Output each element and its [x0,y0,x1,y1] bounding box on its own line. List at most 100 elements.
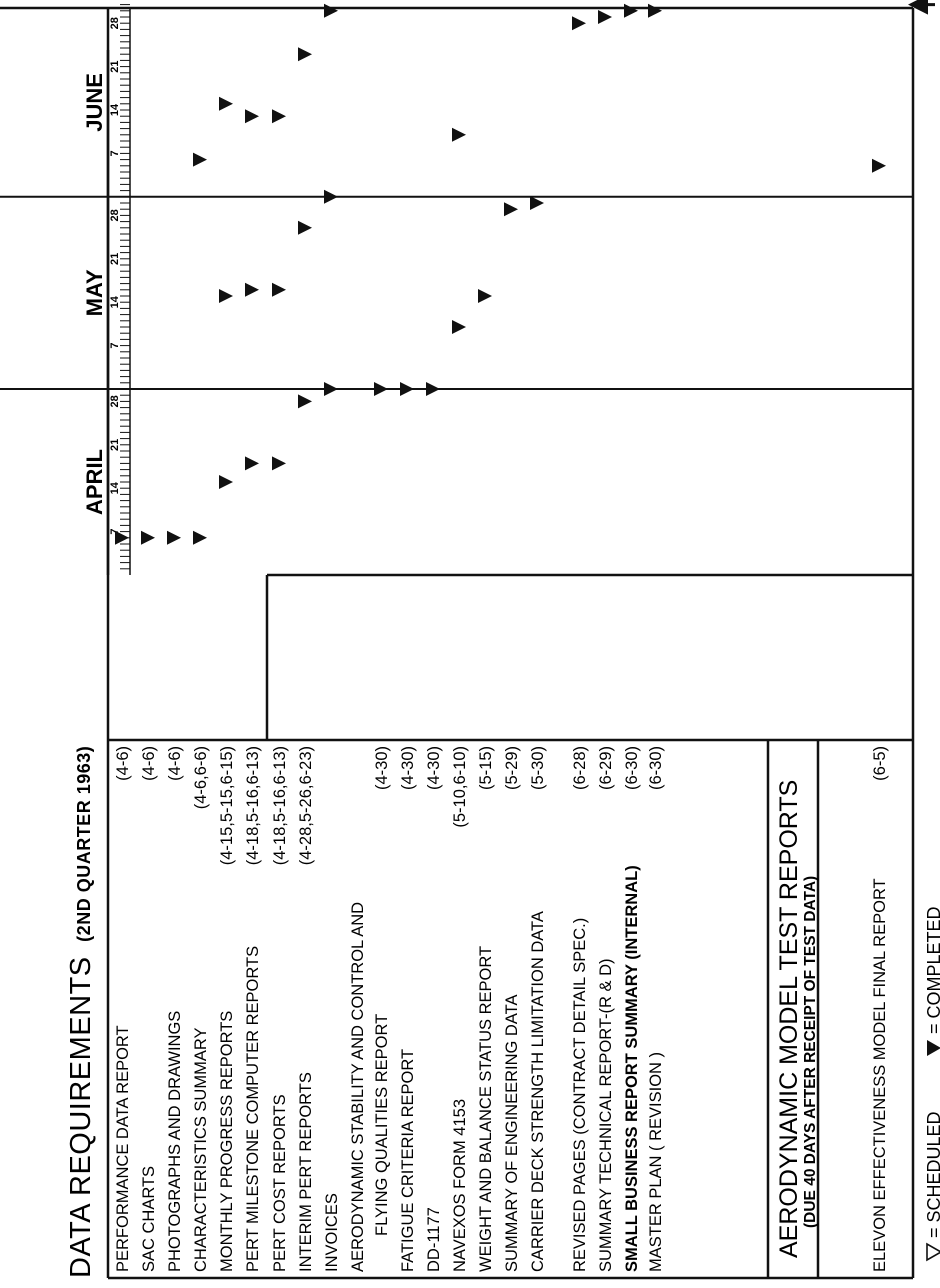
completed-markers [115,3,886,545]
month-label: MAY [82,269,107,316]
completed-marker [219,96,233,111]
completed-marker [530,196,544,210]
section-title: AERODYNAMIC MODEL TEST REPORTS [775,780,803,1258]
legend: = SCHEDULED = COMPLETED [924,906,940,1262]
completed-marker [324,3,338,18]
completed-marker [245,456,259,471]
tick-label: 7 [109,150,121,156]
row-label: MONTHLY PROGRESS REPORTS [218,1011,236,1272]
row-dates: (4-30) [425,746,443,790]
status-date-arrow-icon [908,0,935,15]
row-dates: (4-6) [166,746,184,781]
completed-marker [141,530,155,545]
month-label: APRIL [82,449,107,515]
completed-marker [193,152,207,167]
row-dates: (5-29) [503,746,521,790]
row-dates: (6-29) [597,746,615,790]
tick-label: 7 [109,343,121,349]
legend-completed: = COMPLETED [924,906,940,1034]
section-subtitle: (DUE 40 DAYS AFTER RECEIPT OF TEST DATA) [802,876,819,1228]
tick-label: 21 [109,60,121,72]
row-label: SMALL BUSINESS REPORT SUMMARY (INTERNAL) [623,865,641,1272]
row-dates: (4-28,5-26,6-23) [297,746,315,865]
completed-marker [272,109,286,124]
completed-marker [598,10,612,24]
day-ticks: 714212871421287142128 [109,4,130,570]
row-label: FATIGUE CRITERIA REPORT [399,1049,417,1272]
completed-marker [298,394,312,409]
row-dates: (5-10,6-10) [451,746,469,828]
completed-marker [452,127,466,142]
row-labels: PERFORMANCE DATA REPORT SAC CHARTS PHOTOGR… [114,865,889,1272]
title-text: DATA REQUIREMENTS [65,956,97,1278]
tick-label: 14 [109,295,121,308]
month-header-band [0,6,913,575]
completed-marker [324,382,338,396]
row-label: AERODYNAMIC STABILITY AND CONTROL AND [349,902,367,1272]
row-label: PERT MILESTONE COMPUTER REPORTS [244,946,262,1272]
row-label: PHOTOGRAPHS AND DRAWINGS [166,1011,184,1272]
completed-marker [167,530,181,545]
completed-marker [872,158,886,173]
row-label: REVISED PAGES (CONTRACT DETAIL SPEC.) [571,918,589,1272]
status-arrow-head [908,0,928,15]
completed-marker [272,456,286,471]
row-label: SUMMARY OF ENGINEERING DATA [503,995,521,1272]
completed-marker [219,289,233,303]
month-labels: APRIL MAY JUNE [82,73,107,515]
completed-marker [624,3,638,18]
row-dates: (4-30) [373,746,391,790]
tick-label: 21 [109,253,121,265]
completed-marker [219,475,233,489]
completed-marker [193,530,207,545]
row-dates: (6-30) [623,746,641,790]
completed-marker [324,189,338,204]
tick-label: 28 [109,395,121,407]
row-label: SAC CHARTS [140,1166,158,1272]
row-dates: (4-6,6-6) [192,746,210,809]
completed-marker [452,320,466,334]
row-dates: (4-6) [140,746,158,781]
completed-marker [400,382,414,396]
row-label: INVOICES [323,1193,341,1272]
row-dates: (6-28) [571,746,589,790]
completed-triangle-icon [927,1040,940,1056]
row-label-continued: FLYING QUALITIES REPORT [373,1014,391,1236]
completed-marker [115,530,129,545]
row-label: PERT COST REPORTS [271,1094,289,1272]
row-label: SUMMARY TECHNICAL REPORT-(R & D) [597,958,615,1272]
completed-marker [245,282,259,297]
row-label-final: ELEVON EFFECTIVENESS MODEL FINAL REPORT [871,878,889,1272]
completed-marker [374,382,388,396]
row-dates: (4-6) [114,746,132,781]
month-label: JUNE [82,73,107,132]
row-label: CARRIER DECK STRENGTH LIMITATION DATA [529,911,547,1272]
row-label: WEIGHT AND BALANCE STATUS REPORT [477,946,495,1272]
row-dates: (4-18,5-16,6-13) [244,746,262,865]
row-label: INTERIM PERT REPORTS [297,1072,315,1272]
title-quarter: (2ND QUARTER 1963) [74,746,94,942]
row-dates: (4-18,5-16,6-13) [271,746,289,865]
scheduled-triangle-icon [926,1242,940,1262]
row-label: NAVEXOS FORM 4153 [451,1099,469,1272]
completed-marker [648,3,662,18]
tick-label: 21 [109,439,121,451]
month-divider-lines [0,195,913,390]
completed-marker [572,16,586,31]
completed-marker [272,282,286,297]
row-dates-final: (6-5) [871,746,889,781]
completed-marker [245,109,259,124]
tick-label: 28 [109,17,121,29]
row-label: PERFORMANCE DATA REPORT [114,1025,132,1272]
legend-scheduled: = SCHEDULED [924,1111,940,1238]
row-dates: (5-30) [529,746,547,790]
row-dates: (4-30) [399,746,417,790]
row-dates: (6-30) [647,746,665,790]
completed-marker [426,382,440,396]
row-label: MASTER PLAN ( REVISION ) [647,1052,665,1272]
row-dates: (5-15) [477,746,495,790]
tick-label: 28 [109,209,121,221]
completed-marker [298,47,312,62]
